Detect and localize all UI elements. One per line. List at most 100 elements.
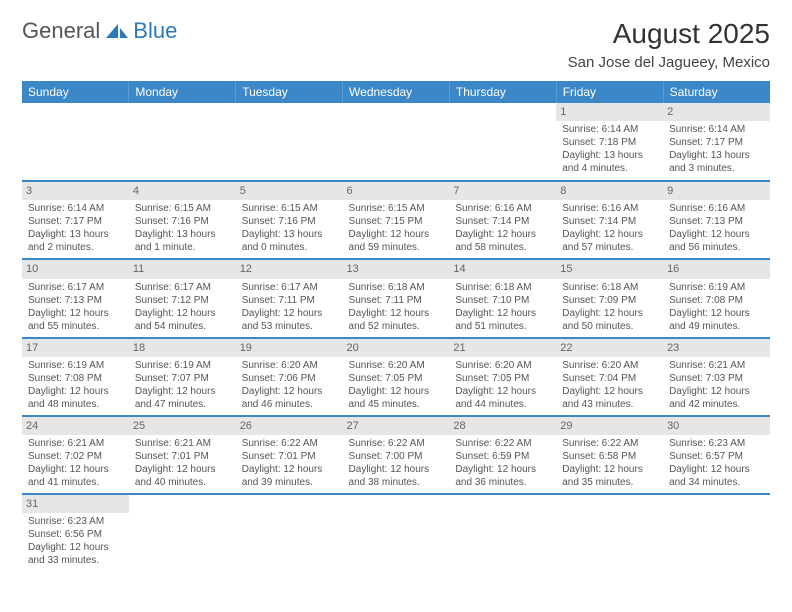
sunset-text: Sunset: 7:01 PM: [242, 450, 337, 463]
sunrise-text: Sunrise: 6:23 AM: [669, 437, 764, 450]
daylight2-text: and 59 minutes.: [349, 241, 444, 254]
day-number: 23: [663, 339, 770, 357]
daylight1-text: Daylight: 12 hours: [28, 541, 123, 554]
sunset-text: Sunset: 7:02 PM: [28, 450, 123, 463]
day-number: 10: [22, 260, 129, 278]
day-cell: 10 Sunrise: 6:17 AMSunset: 7:13 PMDayligh…: [22, 259, 129, 337]
sunrise-text: Sunrise: 6:14 AM: [28, 202, 123, 215]
day-cell: 8Sunrise: 6:16 AMSunset: 7:14 PMDaylight…: [556, 181, 663, 259]
day-number: 8: [556, 182, 663, 200]
sunrise-text: Sunrise: 6:16 AM: [455, 202, 550, 215]
header: General Blue August 2025 San Jose del Ja…: [22, 18, 770, 71]
sunrise-text: Sunrise: 6:21 AM: [669, 359, 764, 372]
sunset-text: Sunset: 7:09 PM: [562, 294, 657, 307]
sunset-text: Sunset: 7:13 PM: [669, 215, 764, 228]
daylight1-text: Daylight: 12 hours: [28, 463, 123, 476]
daylight2-text: and 48 minutes.: [28, 398, 123, 411]
day-cell: 5Sunrise: 6:15 AMSunset: 7:16 PMDaylight…: [236, 181, 343, 259]
sunrise-text: Sunrise: 6:22 AM: [349, 437, 444, 450]
sunset-text: Sunset: 7:03 PM: [669, 372, 764, 385]
daylight1-text: Daylight: 12 hours: [669, 307, 764, 320]
day-cell: 22Sunrise: 6:20 AMSunset: 7:04 PMDayligh…: [556, 338, 663, 416]
day-cell: [236, 103, 343, 181]
weekday-header: Wednesday: [343, 81, 450, 103]
sunrise-text: Sunrise: 6:15 AM: [242, 202, 337, 215]
sunset-text: Sunset: 7:14 PM: [562, 215, 657, 228]
day-number: 25: [129, 417, 236, 435]
calendar-row: 10Sunrise: 6:17 AMSunset: 7:13 PMDayligh…: [22, 259, 770, 337]
daylight2-text: and 55 minutes.: [28, 320, 123, 333]
sunset-text: Sunset: 7:12 PM: [135, 294, 230, 307]
day-cell: 9Sunrise: 6:16 AMSunset: 7:13 PMDaylight…: [663, 181, 770, 259]
daylight1-text: Daylight: 12 hours: [562, 307, 657, 320]
daylight2-text: and 33 minutes.: [28, 554, 123, 567]
sunrise-text: Sunrise: 6:23 AM: [28, 515, 123, 528]
calendar-row: 24Sunrise: 6:21 AMSunset: 7:02 PMDayligh…: [22, 416, 770, 494]
day-number: 28: [449, 417, 556, 435]
day-cell: 25Sunrise: 6:21 AMSunset: 7:01 PMDayligh…: [129, 416, 236, 494]
sunrise-text: Sunrise: 6:14 AM: [669, 123, 764, 136]
day-number: 21: [449, 339, 556, 357]
day-number: 1: [556, 103, 663, 121]
logo-text-general: General: [22, 18, 100, 44]
sunset-text: Sunset: 7:13 PM: [28, 294, 123, 307]
day-number: 14: [449, 260, 556, 278]
daylight2-text: and 36 minutes.: [455, 476, 550, 489]
daylight1-text: Daylight: 12 hours: [28, 307, 123, 320]
daylight2-text: and 2 minutes.: [28, 241, 123, 254]
location: San Jose del Jagueey, Mexico: [568, 54, 770, 71]
day-number: 9: [663, 182, 770, 200]
sunset-text: Sunset: 7:11 PM: [242, 294, 337, 307]
daylight1-text: Daylight: 13 hours: [669, 149, 764, 162]
sunset-text: Sunset: 7:07 PM: [135, 372, 230, 385]
day-cell: 27Sunrise: 6:22 AMSunset: 7:00 PMDayligh…: [343, 416, 450, 494]
sunrise-text: Sunrise: 6:20 AM: [562, 359, 657, 372]
daylight1-text: Daylight: 12 hours: [349, 228, 444, 241]
sunset-text: Sunset: 7:11 PM: [349, 294, 444, 307]
sunset-text: Sunset: 7:15 PM: [349, 215, 444, 228]
day-cell: 24Sunrise: 6:21 AMSunset: 7:02 PMDayligh…: [22, 416, 129, 494]
daylight2-text: and 1 minute.: [135, 241, 230, 254]
day-cell: 11Sunrise: 6:17 AMSunset: 7:12 PMDayligh…: [129, 259, 236, 337]
day-cell: [343, 494, 450, 572]
sunrise-text: Sunrise: 6:19 AM: [28, 359, 123, 372]
daylight2-text: and 56 minutes.: [669, 241, 764, 254]
sunrise-text: Sunrise: 6:21 AM: [135, 437, 230, 450]
daylight1-text: Daylight: 12 hours: [135, 385, 230, 398]
daylight2-text: and 53 minutes.: [242, 320, 337, 333]
daylight2-text: and 58 minutes.: [455, 241, 550, 254]
day-number: 11: [129, 260, 236, 278]
sunset-text: Sunset: 7:10 PM: [455, 294, 550, 307]
day-cell: 29Sunrise: 6:22 AMSunset: 6:58 PMDayligh…: [556, 416, 663, 494]
day-cell: 13Sunrise: 6:18 AMSunset: 7:11 PMDayligh…: [343, 259, 450, 337]
day-number: 19: [236, 339, 343, 357]
day-cell: [556, 494, 663, 572]
sunrise-text: Sunrise: 6:17 AM: [242, 281, 337, 294]
sunset-text: Sunset: 6:56 PM: [28, 528, 123, 541]
sunrise-text: Sunrise: 6:15 AM: [135, 202, 230, 215]
sunrise-text: Sunrise: 6:20 AM: [349, 359, 444, 372]
daylight1-text: Daylight: 12 hours: [349, 307, 444, 320]
sunset-text: Sunset: 7:14 PM: [455, 215, 550, 228]
daylight1-text: Daylight: 13 hours: [28, 228, 123, 241]
daylight1-text: Daylight: 12 hours: [242, 385, 337, 398]
day-cell: 26Sunrise: 6:22 AMSunset: 7:01 PMDayligh…: [236, 416, 343, 494]
day-cell: [129, 494, 236, 572]
sunset-text: Sunset: 7:08 PM: [669, 294, 764, 307]
day-number: 17: [22, 339, 129, 357]
sunset-text: Sunset: 7:18 PM: [562, 136, 657, 149]
sunrise-text: Sunrise: 6:21 AM: [28, 437, 123, 450]
weekday-header: Monday: [129, 81, 236, 103]
day-cell: [22, 103, 129, 181]
calendar-body: 1Sunrise: 6:14 AMSunset: 7:18 PMDaylight…: [22, 103, 770, 572]
sunrise-text: Sunrise: 6:17 AM: [28, 281, 123, 294]
day-cell: [236, 494, 343, 572]
day-cell: 15Sunrise: 6:18 AMSunset: 7:09 PMDayligh…: [556, 259, 663, 337]
daylight1-text: Daylight: 13 hours: [562, 149, 657, 162]
weekday-header: Friday: [556, 81, 663, 103]
day-number: 6: [343, 182, 450, 200]
day-cell: 23Sunrise: 6:21 AMSunset: 7:03 PMDayligh…: [663, 338, 770, 416]
sunset-text: Sunset: 6:59 PM: [455, 450, 550, 463]
daylight2-text: and 42 minutes.: [669, 398, 764, 411]
day-number: 27: [343, 417, 450, 435]
